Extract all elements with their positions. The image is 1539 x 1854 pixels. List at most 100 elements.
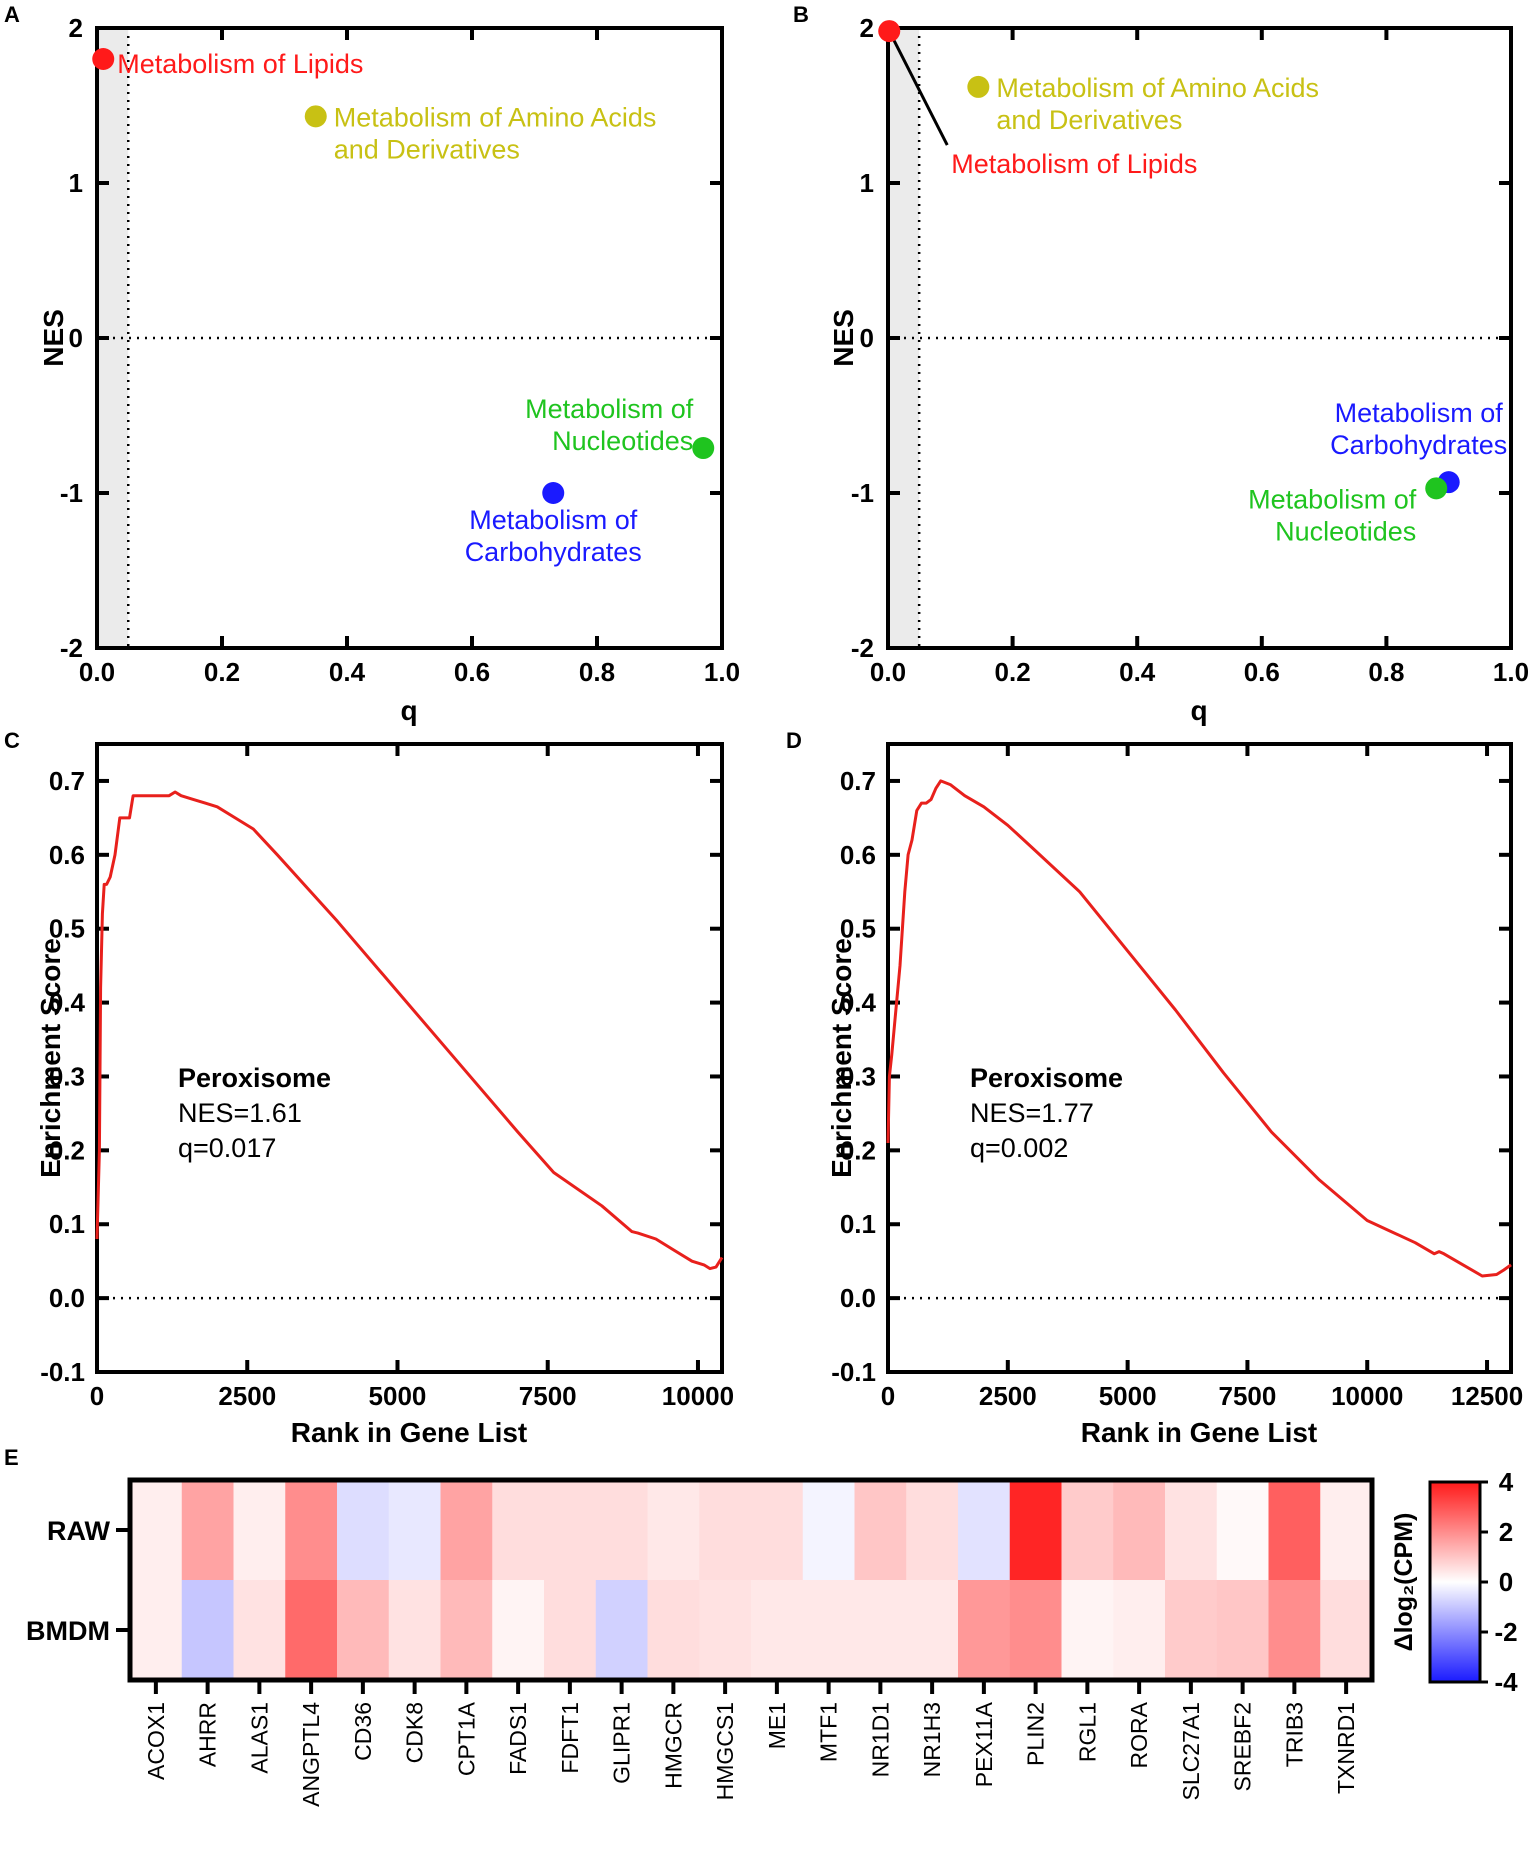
- panel-d-ytick-label: 0.7: [840, 766, 876, 796]
- panel-a-xlabel: q: [400, 695, 417, 726]
- panel-a-point-metabolism-of-carbohydrates: [542, 482, 565, 504]
- colorbar-label: Δlog₂(CPM): [1390, 1513, 1418, 1652]
- panel-b-xtick-label: 0.2: [995, 657, 1031, 687]
- panel-c-frame: [95, 742, 724, 1374]
- heatmap-cell-bmdm-glipr1: [595, 1580, 648, 1681]
- heatmap-cell-bmdm-me1: [751, 1580, 804, 1681]
- panel-letter-c: C: [4, 728, 20, 753]
- heatmap-col-label-angptl4: ANGPTL4: [298, 1702, 324, 1807]
- colorbar-tick-label: 0: [1499, 1567, 1513, 1597]
- panel-c-ytick-label: 0.0: [49, 1283, 85, 1313]
- panel-a-label-metabolism-of-amino-acids-and-derivatives: Metabolism of Amino Acids: [334, 102, 657, 132]
- panel-a-ylabel: NES: [38, 309, 69, 367]
- panel-b-label-metabolism-of-amino-acids-and-derivatives: and Derivatives: [996, 105, 1182, 135]
- panel-d-ytick-label: 0.0: [840, 1283, 876, 1313]
- heatmap-col-label-ahrr: AHRR: [195, 1702, 221, 1767]
- panel-d-xtick-label: 10000: [1331, 1381, 1403, 1411]
- panel-b-label-metabolism-of-nucleotides: Nucleotides: [1275, 516, 1416, 546]
- heatmap-col-label-nr1d1: NR1D1: [867, 1702, 893, 1777]
- panel-b-xtick-label: 1.0: [1493, 657, 1529, 687]
- heatmap-row-label-raw: RAW: [47, 1516, 111, 1546]
- heatmap-col-label-hmgcs1: HMGCS1: [712, 1702, 738, 1800]
- panel-b-xlabel: q: [1190, 695, 1207, 726]
- heatmap-cell-bmdm-cd36: [337, 1580, 390, 1681]
- panel-c-ytick-label: 0.3: [49, 1061, 85, 1091]
- panel-c-xtick-label: 7500: [519, 1381, 577, 1411]
- panel-d-xtick-label: 2500: [979, 1381, 1037, 1411]
- panel-b-label-metabolism-of-carbohydrates: Metabolism of: [1335, 398, 1504, 428]
- heatmap-cell-raw-ahrr: [181, 1480, 234, 1581]
- heatmap-cell-raw-trib3: [1268, 1480, 1321, 1581]
- panel-a-xtick-label: 0.8: [579, 657, 615, 687]
- heatmap-col-label-acox1: ACOX1: [143, 1702, 169, 1780]
- heatmap-cell-bmdm-cpt1a: [440, 1580, 493, 1681]
- heatmap-col-label-pex11a: PEX11A: [971, 1701, 997, 1787]
- panel-d-gene-set: Peroxisome: [970, 1063, 1123, 1093]
- panel-b-ytick-label: -2: [851, 633, 874, 663]
- panel-b-label-metabolism-of-lipids: Metabolism of Lipids: [951, 149, 1197, 179]
- panel-c-xlabel: Rank in Gene List: [291, 1417, 528, 1448]
- panel-d-xtick-label: 0: [881, 1381, 895, 1411]
- heatmap-cell-raw-cdk8: [388, 1480, 441, 1581]
- panel-b-label-metabolism-of-amino-acids-and-derivatives: Metabolism of Amino Acids: [996, 73, 1319, 103]
- panel-a-point-metabolism-of-lipids: [92, 48, 115, 70]
- heatmap-cell-raw-rora: [1113, 1480, 1166, 1581]
- heatmap-cell-raw-srebf2: [1216, 1480, 1269, 1581]
- heatmap-col-label-plin2: PLIN2: [1023, 1702, 1049, 1766]
- heatmap-cell-raw-angptl4: [285, 1480, 338, 1581]
- heatmap-cell-raw-me1: [751, 1480, 804, 1581]
- panel-letter-e: E: [4, 1445, 19, 1470]
- heatmap-cell-raw-slc27a1: [1165, 1480, 1218, 1581]
- heatmap-cell-bmdm-trib3: [1268, 1580, 1321, 1681]
- panel-c-xtick-label: 5000: [369, 1381, 427, 1411]
- panel-a-ytick-label: -1: [60, 478, 83, 508]
- heatmap-cell-raw-alas1: [233, 1480, 286, 1581]
- panel-c-ytick-label: -0.1: [40, 1357, 85, 1387]
- panel-d-ytick-label: 0.4: [840, 988, 877, 1018]
- heatmap-cell-bmdm-txnrd1: [1320, 1580, 1373, 1681]
- panel-a-label-metabolism-of-nucleotides: Nucleotides: [552, 426, 693, 456]
- panel-c-ytick-label: 0.1: [49, 1209, 85, 1239]
- heatmap-cell-bmdm-hmgcr: [647, 1580, 700, 1681]
- colorbar-tick-label: 2: [1499, 1517, 1513, 1547]
- panel-d-enrichment-curve: [886, 779, 1512, 1278]
- heatmap-col-label-hmgcr: HMGCR: [660, 1702, 686, 1789]
- panel-a-point-metabolism-of-nucleotides: [692, 437, 715, 460]
- heatmap-cell-bmdm-srebf2: [1216, 1580, 1269, 1681]
- heatmap-cell-raw-nr1d1: [854, 1480, 907, 1581]
- colorbar-tick-label: 4: [1499, 1467, 1514, 1497]
- panel-a-xtick-label: 0.2: [204, 657, 240, 687]
- heatmap-row-label-bmdm: BMDM: [26, 1616, 110, 1646]
- panel-c-xtick-label: 0: [90, 1381, 104, 1411]
- panel-c-xtick-label: 10000: [662, 1381, 734, 1411]
- heatmap-col-label-me1: ME1: [764, 1702, 790, 1749]
- panel-d-xlabel: Rank in Gene List: [1081, 1417, 1318, 1448]
- colorbar-tick-label: -2: [1494, 1617, 1517, 1647]
- panel-a-label-metabolism-of-amino-acids-and-derivatives: and Derivatives: [334, 134, 520, 164]
- panel-d-xtick-label: 12500: [1451, 1381, 1523, 1411]
- panel-c-enrichment: Rank in Gene List Enrichment Score Perox…: [35, 742, 734, 1448]
- heatmap-cell-raw-mtf1: [802, 1480, 855, 1581]
- panel-c-gene-set: Peroxisome: [178, 1063, 331, 1093]
- heatmap-cell-raw-cpt1a: [440, 1480, 493, 1581]
- heatmap-cell-raw-txnrd1: [1320, 1480, 1373, 1581]
- panel-a-label-metabolism-of-lipids: Metabolism of Lipids: [117, 49, 363, 79]
- panel-c-ytick-label: 0.2: [49, 1135, 85, 1165]
- heatmap-cell-bmdm-rgl1: [1061, 1580, 1114, 1681]
- panel-letter-a: A: [4, 2, 20, 27]
- panel-d-frame: [886, 742, 1513, 1374]
- panel-c-ytick-label: 0.7: [49, 766, 85, 796]
- panel-b-label-leader: [887, 30, 949, 146]
- panel-a-ytick-label: 2: [69, 13, 83, 43]
- panel-a-ytick-label: -2: [60, 633, 83, 663]
- panel-a-xtick-label: 0.4: [329, 657, 366, 687]
- panel-d-enrichment: Rank in Gene List Enrichment Score Perox…: [826, 742, 1523, 1448]
- panel-a-xtick-label: 1.0: [704, 657, 740, 687]
- heatmap-cell-bmdm-hmgcs1: [699, 1580, 752, 1681]
- heatmap-cell-bmdm-plin2: [1009, 1580, 1062, 1681]
- heatmap-col-label-cdk8: CDK8: [402, 1702, 428, 1763]
- panel-a-xtick-label: 0.6: [454, 657, 490, 687]
- panel-a-ytick-label: 1: [69, 168, 83, 198]
- heatmap-col-label-cd36: CD36: [350, 1702, 376, 1761]
